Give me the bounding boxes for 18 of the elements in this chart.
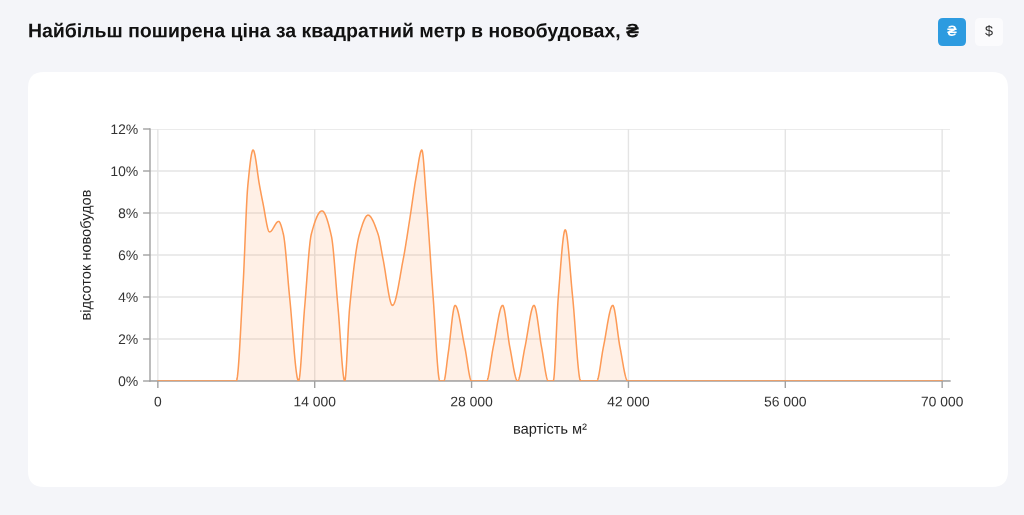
y-tick-label: 2% [118, 334, 138, 345]
y-tick-label: 4% [118, 292, 138, 303]
text: ₴ [947, 25, 957, 36]
x-tick-label: 0 [154, 396, 162, 407]
chart-title: Найбільш поширена ціна за квадратний метр в новобудовах, ₴ [29, 22, 639, 42]
x-tick-label: 42 000 [607, 396, 650, 407]
x-tick-label: 70 000 [921, 396, 963, 407]
text: $ [985, 24, 993, 37]
y-tick-label: 6% [118, 250, 138, 261]
x-tick-label: 14 000 [294, 396, 336, 407]
y-tick-label: 10% [111, 166, 138, 177]
x-tick-label: 56 000 [764, 396, 806, 407]
y-axis-title: відсоток новобудов [80, 190, 94, 320]
y-tick-label: 0% [118, 376, 138, 387]
x-tick-label: 28 000 [451, 396, 493, 407]
y-tick-label: 12% [111, 124, 138, 135]
x-axis-title: вартість м² [514, 423, 587, 437]
y-tick-label: 8% [118, 208, 138, 219]
